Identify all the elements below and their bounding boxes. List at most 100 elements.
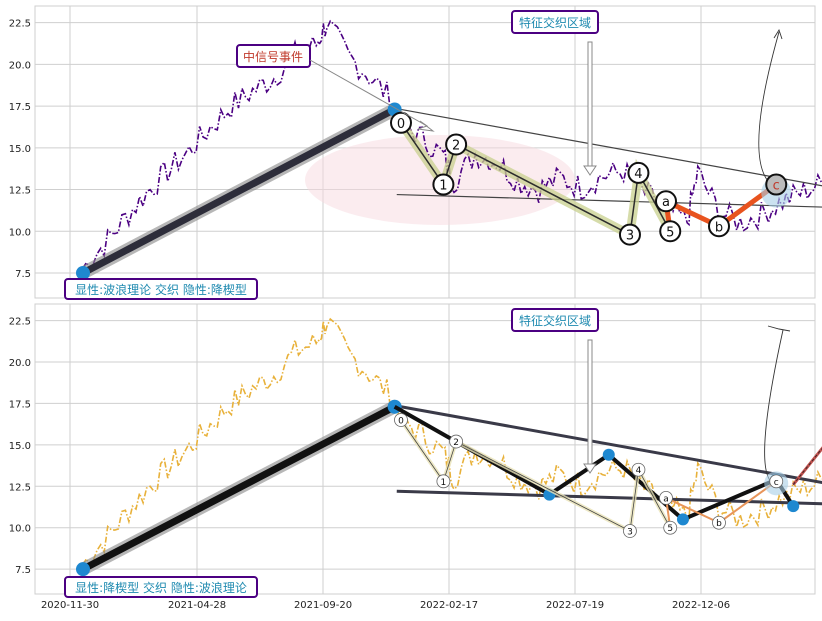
y-tick-label: 17.5	[9, 399, 31, 410]
wave-label-c: c	[774, 478, 779, 488]
wave-point-3	[618, 223, 641, 246]
wave-label-3: 3	[627, 528, 633, 538]
feature-zone-bottom-arrowhead	[583, 463, 597, 474]
y-tick-label: 12.5	[9, 186, 31, 197]
wave-label-4: 4	[634, 167, 642, 182]
projection-arrowhead	[767, 325, 791, 332]
main-wave-point	[76, 562, 90, 577]
wave-line	[400, 122, 671, 236]
correction-wave-line	[662, 182, 778, 232]
y-tick-label: 12.5	[9, 482, 31, 493]
wave-point-1	[436, 474, 451, 489]
feature-zone-bottom-box	[511, 308, 599, 332]
wave-label-3: 3	[626, 229, 634, 244]
legend-top-label: 显性:波浪理论 交织 隐性:降楔型	[75, 282, 247, 297]
legend-bottom-label: 显性:降楔型 交织 隐性:波浪理论	[75, 580, 247, 595]
y-tick-label: 15.0	[9, 441, 31, 452]
wave-label-a: a	[662, 195, 670, 210]
wave-point-0	[394, 413, 408, 427]
top-y-axis-ticks: 7.5 10.0 12.5 15.0 17.5 20.0 22.5	[9, 19, 31, 280]
legend-bottom-box	[64, 576, 258, 598]
signal-event-annotation: 中信号事件	[236, 44, 435, 132]
y-tick-label: 22.5	[9, 317, 31, 328]
legend-bottom: 显性:降楔型 交织 隐性:波浪理论	[64, 576, 258, 598]
wave-label-1: 1	[441, 478, 447, 488]
zigzag-point	[676, 513, 689, 526]
wave-point-b	[712, 515, 726, 530]
wave-point-b	[708, 215, 730, 238]
main-wave-point	[76, 265, 90, 280]
feature-zone-top-arrow-shaft	[587, 41, 593, 169]
wave-label-2: 2	[452, 138, 460, 153]
wave-point-c	[765, 173, 788, 196]
wave-label-a: a	[663, 494, 669, 504]
x-tick-label: 2021-04-28	[168, 600, 226, 611]
wave-label-5: 5	[667, 524, 673, 534]
legend-top: 显性:波浪理论 交织 隐性:降楔型	[64, 278, 258, 300]
x-tick-label: 2022-12-06	[672, 600, 730, 611]
signal-event-label: 中信号事件	[243, 49, 303, 64]
trend-line	[400, 405, 822, 485]
feature-zone-bottom-arrow-shaft	[587, 339, 593, 467]
feature-zone-bottom-label: 特征交织区域	[519, 313, 591, 328]
wave-point-a	[659, 490, 673, 505]
wave-point-c	[769, 474, 784, 489]
x-tick-label: 2020-11-30	[41, 600, 99, 611]
trend-line	[396, 489, 822, 506]
bottom-y-axis-ticks: 7.5 10.0 12.5 15.0 17.5 20.0 22.5	[9, 317, 31, 577]
wave-label-2: 2	[453, 438, 459, 448]
wave-point-5	[659, 220, 682, 243]
x-tick-label: 2022-07-19	[546, 600, 604, 611]
wave-label-4: 4	[636, 466, 642, 476]
bottom-grid	[35, 304, 815, 594]
bottom-panel-frame	[34, 303, 816, 595]
wave-point-0	[390, 111, 412, 134]
zigzag-point	[787, 500, 800, 513]
y-tick-label: 10.0	[9, 227, 31, 238]
feature-zone-top-arrowhead	[583, 165, 597, 176]
main-wave-line	[79, 105, 399, 277]
wave-label-b: b	[715, 220, 723, 235]
projection-red-dash	[792, 447, 822, 485]
wave-label-c: c	[773, 179, 780, 194]
wave-point-2	[449, 434, 464, 449]
feature-zone-top-box	[511, 10, 599, 34]
feature-zone-top-label: 特征交织区域	[519, 15, 591, 30]
feature-zone-top-annotation: 特征交织区域	[511, 10, 599, 176]
correction-wave-line	[664, 480, 777, 528]
signal-event-arrow	[309, 59, 428, 127]
wave-point-4	[627, 161, 650, 184]
y-tick-label: 7.5	[15, 565, 31, 576]
signal-event-box	[236, 44, 311, 68]
signal-event-arrowhead	[417, 120, 435, 132]
wave-label-5: 5	[666, 225, 674, 240]
wave-point-1	[432, 173, 455, 196]
feature-zone-bottom-annotation: 特征交织区域	[511, 308, 599, 474]
y-tick-label: 15.0	[9, 144, 31, 155]
y-tick-label: 20.0	[9, 60, 31, 71]
zigzag-point	[602, 448, 615, 461]
y-tick-label: 10.0	[9, 524, 31, 535]
wave-label-0: 0	[398, 417, 404, 427]
main-wave-line	[79, 403, 399, 573]
y-tick-label: 20.0	[9, 358, 31, 369]
trend-line	[400, 108, 822, 187]
wave-line	[400, 419, 671, 532]
x-axis-ticks: 2020-11-30 2021-04-28 2021-09-20 2022-02-17…	[41, 600, 730, 611]
x-tick-label: 2021-09-20	[294, 600, 352, 611]
legend-top-box	[64, 278, 258, 300]
wave-point-5	[663, 520, 678, 535]
wave-point-4	[631, 462, 646, 477]
trend-line	[396, 193, 822, 208]
wave-point-a	[655, 190, 677, 213]
wave-label-0: 0	[397, 117, 405, 132]
wave-point-2	[445, 133, 468, 156]
wave-label-b: b	[716, 519, 722, 529]
y-tick-label: 7.5	[15, 269, 31, 280]
y-tick-label: 17.5	[9, 102, 31, 113]
x-tick-label: 2022-02-17	[420, 600, 478, 611]
y-tick-label: 22.5	[9, 19, 31, 30]
bottom-series-layer: 0 1 2 3 4 5 a b c	[76, 317, 822, 577]
top-series-layer: 0 1 2 3 4 5 a b c	[76, 19, 822, 280]
